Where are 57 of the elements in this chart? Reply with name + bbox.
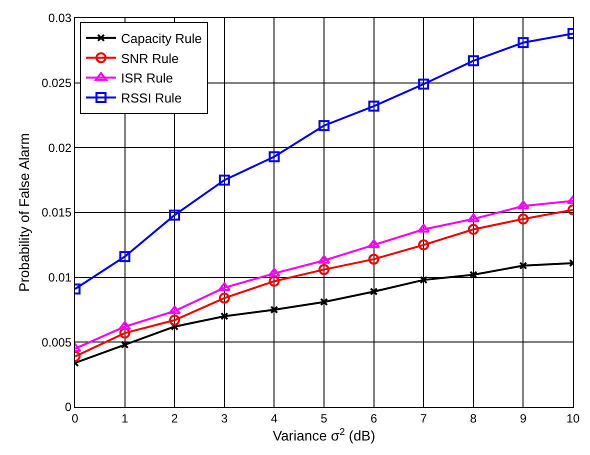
x-tick-label: 7 xyxy=(420,411,428,426)
point xyxy=(370,288,378,296)
legend-label: SNR Rule xyxy=(120,50,179,66)
y-tick-label: 0.03 xyxy=(48,11,72,26)
point xyxy=(468,55,479,66)
point xyxy=(218,292,230,304)
y-axis-title: Probability of False Alarm xyxy=(16,133,32,292)
y-tick-label: 0.025 xyxy=(42,76,72,90)
point xyxy=(418,239,430,250)
legend-label: Capacity Rule xyxy=(120,30,202,46)
y-tick-label: 0 xyxy=(64,400,72,414)
point xyxy=(368,239,380,248)
point xyxy=(368,254,380,265)
legend-label: RSSI Rule xyxy=(120,90,182,106)
x-tick-label: 2 xyxy=(171,411,178,426)
point xyxy=(169,314,180,326)
point xyxy=(268,276,280,287)
y-tick-label: 0.015 xyxy=(42,206,72,220)
point xyxy=(418,78,430,90)
point xyxy=(268,151,280,162)
point xyxy=(518,213,529,224)
point xyxy=(318,264,330,276)
point xyxy=(318,254,330,264)
point xyxy=(169,210,180,221)
y-tick-label: 0.02 xyxy=(48,140,72,155)
point xyxy=(320,298,328,306)
x-tick-label: 1 xyxy=(121,411,128,426)
point xyxy=(170,322,179,331)
point xyxy=(469,270,478,279)
y-tick-label: 0.01 xyxy=(48,270,72,285)
point xyxy=(218,174,230,186)
point xyxy=(417,224,430,233)
x-tick-label: 3 xyxy=(221,411,228,426)
point xyxy=(368,100,380,112)
point xyxy=(118,321,131,330)
point xyxy=(519,262,528,270)
point xyxy=(120,340,129,349)
point xyxy=(119,251,130,262)
x-tick-label: 5 xyxy=(320,411,328,426)
point xyxy=(318,120,330,132)
point xyxy=(467,213,480,222)
point xyxy=(220,312,228,320)
legend-label: ISR Rule xyxy=(120,70,174,86)
point xyxy=(268,268,280,277)
point xyxy=(468,224,479,235)
x-tick-label: 6 xyxy=(370,411,378,426)
y-tick-label: 0.005 xyxy=(42,335,72,350)
point xyxy=(420,276,428,284)
x-tick-label: 10 xyxy=(566,411,580,426)
point xyxy=(518,37,529,48)
x-tick-label: 8 xyxy=(470,411,478,426)
point xyxy=(270,306,278,314)
point xyxy=(517,200,530,210)
x-tick-label: 4 xyxy=(270,411,278,426)
x-axis-title: Variance σ$^{2}$ (dB) xyxy=(272,426,376,444)
x-tick-label: 9 xyxy=(520,411,527,426)
point xyxy=(119,328,130,339)
